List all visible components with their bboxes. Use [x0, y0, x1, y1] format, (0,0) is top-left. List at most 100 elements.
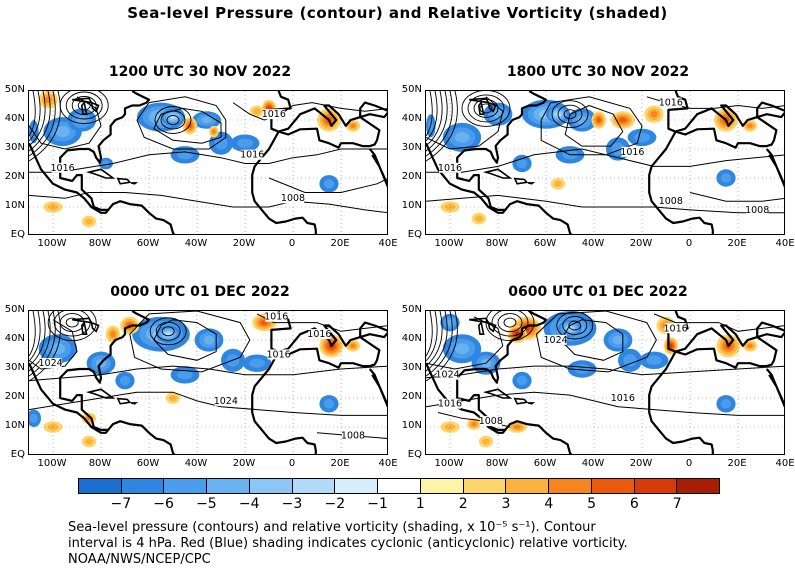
vorticity-shade: [646, 355, 662, 366]
caption-line-2: interval is 4 hPa. Red (Blue) shading in…: [68, 536, 628, 551]
contour-label: 1008: [745, 205, 769, 216]
contour-label: 1016: [664, 323, 688, 334]
coastline: [251, 311, 317, 454]
slp-contour: [568, 320, 582, 331]
slp-contour: [426, 91, 433, 137]
coastline: [426, 311, 548, 434]
vorticity-shade: [214, 136, 228, 150]
slp-contour: [491, 311, 529, 337]
coastline: [504, 200, 573, 234]
coastline: [477, 320, 485, 335]
map-svg: 1016 1016 1016 1008 1008: [426, 91, 784, 234]
colorbar-tick-label: −1: [367, 496, 388, 512]
coastline: [368, 148, 387, 188]
lon-label: 100W: [37, 238, 67, 249]
slp-contour: [29, 148, 387, 173]
lon-label: 0: [685, 458, 693, 469]
caption-line-1: Sea-level pressure (contours) and relati…: [68, 520, 596, 535]
slp-contour: [426, 91, 438, 142]
lon-label: 20W: [232, 458, 256, 469]
vorticity-shade: [201, 116, 213, 124]
coastline: [85, 168, 116, 179]
slp-contour: [29, 365, 387, 382]
colorbar-tick-label: −6: [153, 496, 174, 512]
colorbar-cell: [591, 479, 635, 493]
map-plot: 1016 1016 1016 1008 1008: [425, 90, 785, 235]
contour-label: 1016: [620, 147, 644, 158]
map-plot: 1016 1016 1016 1008: [28, 90, 388, 235]
slp-contour: [426, 91, 448, 152]
lon-label: 80W: [485, 458, 509, 469]
coastline: [756, 101, 784, 119]
slp-contour: [29, 311, 56, 377]
colorbar-cell: [634, 479, 678, 493]
slp-contour: [689, 192, 784, 202]
contour-label: 1016: [438, 163, 462, 174]
slp-contour: [153, 107, 222, 144]
coastline: [90, 321, 100, 333]
coastline: [72, 317, 93, 324]
contour-label: 1008: [479, 416, 503, 427]
lat-label: 40N: [4, 113, 25, 124]
slp-contour: [562, 316, 588, 335]
vorticity-shade: [165, 332, 171, 337]
coastline: [90, 101, 100, 113]
slp-contour: [467, 94, 505, 123]
colorbar-cell: [207, 479, 250, 493]
slp-contour: [256, 313, 387, 332]
contour-label: 1016: [262, 109, 286, 120]
coastline: [116, 177, 132, 185]
coastline: [482, 168, 513, 179]
slp-contour: [29, 311, 61, 382]
colorbar-cell: [292, 479, 336, 493]
vorticity-shade: [720, 399, 732, 409]
coastline: [368, 368, 387, 408]
slp-contour: [426, 91, 453, 157]
colorbar-tick-label: −2: [324, 496, 346, 512]
lon-label: 60W: [533, 238, 557, 249]
slp-contour: [426, 311, 433, 357]
vorticity-shade: [454, 343, 470, 355]
lat-label: 10N: [4, 420, 25, 431]
lon-label: 40W: [184, 458, 208, 469]
slp-contour: [65, 317, 79, 328]
slp-contour: [557, 104, 583, 124]
figure-title: Sea-level Pressure (contour) and Relativ…: [127, 4, 668, 22]
lat-label: 20N: [4, 391, 25, 402]
coastline: [278, 104, 381, 149]
lon-label: 60W: [136, 238, 160, 249]
colorbar-cell: [164, 479, 208, 493]
panel-time-title: 1800 UTC 30 NOV 2022: [506, 64, 690, 80]
coastline: [359, 321, 387, 339]
slp-contour: [29, 91, 36, 137]
coastline: [469, 317, 490, 324]
vorticity-shade: [85, 438, 93, 445]
vorticity-shade: [323, 399, 335, 409]
colorbar-tick-label: 4: [544, 496, 554, 512]
lon-label: 40E: [775, 458, 795, 469]
slp-contour: [426, 391, 784, 416]
vorticity-shade: [350, 343, 356, 348]
slp-contour: [426, 148, 784, 173]
contour-label: 1016: [611, 393, 635, 404]
slp-contour: [29, 311, 46, 367]
vorticity-colorbar: [78, 478, 720, 494]
slp-contour: [426, 91, 458, 162]
colorbar-tick-label: 7: [672, 496, 682, 512]
slp-contour: [59, 313, 85, 333]
vorticity-shade: [119, 375, 131, 386]
colorbar-tick-label: −5: [196, 496, 217, 512]
colorbar-tick-label: 2: [458, 496, 468, 512]
vorticity-shade: [85, 218, 93, 225]
lat-label: 40N: [401, 333, 422, 344]
slp-contour: [426, 316, 504, 370]
coastline: [675, 324, 778, 369]
lat-label: 20N: [401, 171, 422, 182]
lon-label: 0: [685, 238, 693, 249]
lat-label: 40N: [401, 113, 422, 124]
coastline: [477, 100, 485, 115]
colorbar-cell: [549, 479, 592, 493]
vorticity-shade: [747, 123, 753, 128]
lat-label: 30N: [401, 142, 422, 153]
slp-contour: [503, 317, 517, 328]
